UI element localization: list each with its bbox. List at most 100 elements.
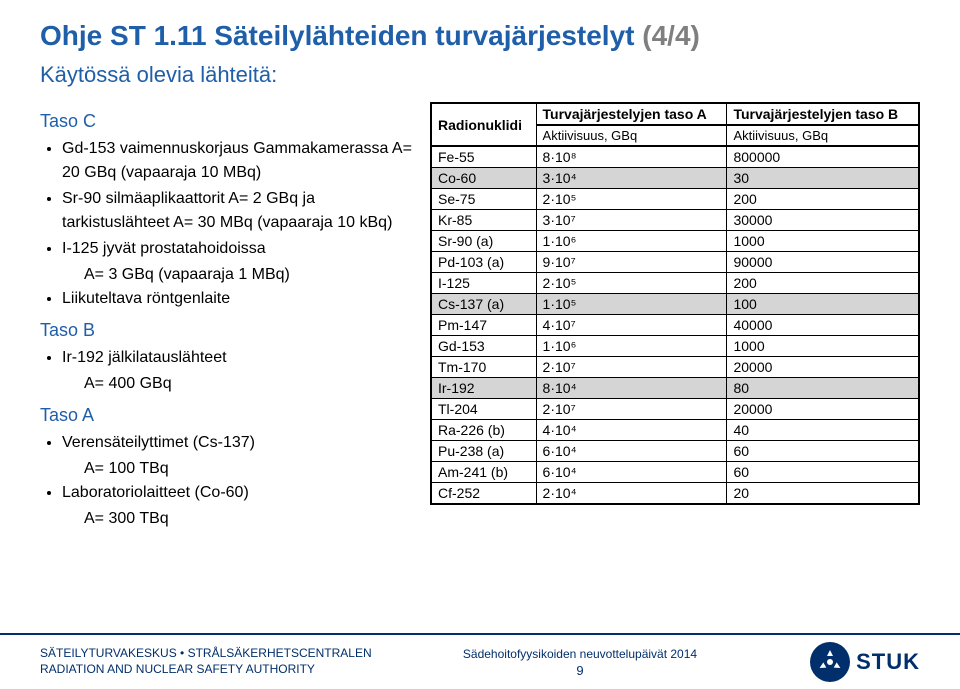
bullet-item: Ir-192 jälkilatauslähteet [62,346,420,370]
table-subheader: Aktiivisuus, GBq [536,125,727,146]
footer-org-1: SÄTEILYTURVAKESKUS • STRÅLSÄKERHETSCENTR… [40,646,380,662]
table-cell: 200 [727,273,919,294]
table-cell: 20000 [727,399,919,420]
footer-left: SÄTEILYTURVAKESKUS • STRÅLSÄKERHETSCENTR… [40,646,380,677]
table-cell: Tm-170 [431,357,536,378]
bullet-item: Verensäteilyttimet (Cs-137) [62,431,420,455]
table-cell: 9·10⁷ [536,252,727,273]
table-row: I-1252·10⁵200 [431,273,919,294]
bullet-list: Ir-192 jälkilatauslähteetA= 400 GBq [40,346,420,396]
table-row: Cs-137 (a)1·10⁵100 [431,294,919,315]
table-cell: Kr-85 [431,210,536,231]
slide-title: Ohje ST 1.11 Säteilylähteiden turvajärje… [40,20,920,52]
table-cell: 1·10⁶ [536,231,727,252]
bullet-item: Liikuteltava röntgenlaite [62,287,420,311]
table-cell: 90000 [727,252,919,273]
table-cell: 3·10⁴ [536,168,727,189]
bullet-item: Sr-90 silmäaplikaattorit A= 2 GBq ja tar… [62,187,420,235]
table-cell: 1000 [727,336,919,357]
table-cell: Cs-137 (a) [431,294,536,315]
table-cell: Ra-226 (b) [431,420,536,441]
bullet-list: Gd-153 vaimennuskorjaus Gammakamerassa A… [40,137,420,311]
bullet-item: Laboratoriolaitteet (Co-60) [62,481,420,505]
table-cell: 1·10⁶ [536,336,727,357]
table-cell: 40000 [727,315,919,336]
bullet-continuation: A= 400 GBq [62,372,420,396]
table-row: Pd-103 (a)9·10⁷90000 [431,252,919,273]
subtitle: Käytössä olevia lähteitä: [40,62,920,88]
table-cell: 80 [727,378,919,399]
nuclide-table: RadionuklidiTurvajärjestelyjen taso ATur… [430,102,920,505]
table-cell: 30000 [727,210,919,231]
table-cell: Pd-103 (a) [431,252,536,273]
table-row: Pu-238 (a)6·10⁴60 [431,441,919,462]
stuk-logo-text: STUK [856,649,920,675]
table-row: Pm-1474·10⁷40000 [431,315,919,336]
table-cell: 200 [727,189,919,210]
table-cell: 800000 [727,146,919,168]
section-head: Taso B [40,317,420,344]
table-header: Radionuklidi [431,103,536,146]
table-cell: Co-60 [431,168,536,189]
left-column: Taso CGd-153 vaimennuskorjaus Gammakamer… [40,102,420,531]
table-cell: 1·10⁵ [536,294,727,315]
table-row: Se-752·10⁵200 [431,189,919,210]
table-cell: 60 [727,441,919,462]
table-cell: 2·10⁵ [536,273,727,294]
table-cell: 4·10⁴ [536,420,727,441]
table-cell: 30 [727,168,919,189]
bullet-list: Verensäteilyttimet (Cs-137)A= 100 TBqLab… [40,431,420,531]
title-main: Ohje ST 1.11 Säteilylähteiden turvajärje… [40,20,642,51]
table-row: Fe-558·10⁸800000 [431,146,919,168]
table-row: Gd-1531·10⁶1000 [431,336,919,357]
table-cell: 6·10⁴ [536,462,727,483]
table-cell: 2·10⁴ [536,483,727,505]
bullet-item: Gd-153 vaimennuskorjaus Gammakamerassa A… [62,137,420,185]
footer-org-2: RADIATION AND NUCLEAR SAFETY AUTHORITY [40,662,380,678]
table-cell: Ir-192 [431,378,536,399]
table-cell: 2·10⁵ [536,189,727,210]
table-cell: 1000 [727,231,919,252]
bullet-continuation: A= 100 TBq [62,457,420,481]
table-cell: Sr-90 (a) [431,231,536,252]
table-cell: Am-241 (b) [431,462,536,483]
table-row: Cf-2522·10⁴20 [431,483,919,505]
title-suffix: (4/4) [642,20,700,51]
footer-event: Sädehoitofyysikoiden neuvottelupäivät 20… [463,647,697,661]
table-cell: 6·10⁴ [536,441,727,462]
table-cell: Pm-147 [431,315,536,336]
table-row: Ir-1928·10⁴80 [431,378,919,399]
table-cell: Fe-55 [431,146,536,168]
table-cell: 40 [727,420,919,441]
table-cell: Tl-204 [431,399,536,420]
table-cell: I-125 [431,273,536,294]
table-cell: Pu-238 (a) [431,441,536,462]
table-cell: 2·10⁷ [536,399,727,420]
table-cell: Gd-153 [431,336,536,357]
footer-center: Sädehoitofyysikoiden neuvottelupäivät 20… [380,647,780,678]
table-row: Sr-90 (a)1·10⁶1000 [431,231,919,252]
table-header: Turvajärjestelyjen taso B [727,103,919,125]
table-header: Turvajärjestelyjen taso A [536,103,727,125]
bullet-item: I-125 jyvät prostatahoidoissa [62,237,420,261]
table-cell: 4·10⁷ [536,315,727,336]
bullet-continuation: A= 300 TBq [62,507,420,531]
table-row: Kr-853·10⁷30000 [431,210,919,231]
table-subheader: Aktiivisuus, GBq [727,125,919,146]
section-head: Taso A [40,402,420,429]
footer: SÄTEILYTURVAKESKUS • STRÅLSÄKERHETSCENTR… [0,633,960,689]
table-row: Ra-226 (b)4·10⁴40 [431,420,919,441]
page-number: 9 [380,663,780,678]
table-cell: 20 [727,483,919,505]
table-cell: 60 [727,462,919,483]
table-cell: 8·10⁴ [536,378,727,399]
table-cell: Cf-252 [431,483,536,505]
table-row: Co-603·10⁴30 [431,168,919,189]
bullet-continuation: A= 3 GBq (vapaaraja 1 MBq) [62,263,420,287]
footer-right: STUK [780,642,920,682]
stuk-logo-icon [810,642,850,682]
table-row: Am-241 (b)6·10⁴60 [431,462,919,483]
table-cell: 20000 [727,357,919,378]
right-column: RadionuklidiTurvajärjestelyjen taso ATur… [430,102,920,531]
table-row: Tm-1702·10⁷20000 [431,357,919,378]
